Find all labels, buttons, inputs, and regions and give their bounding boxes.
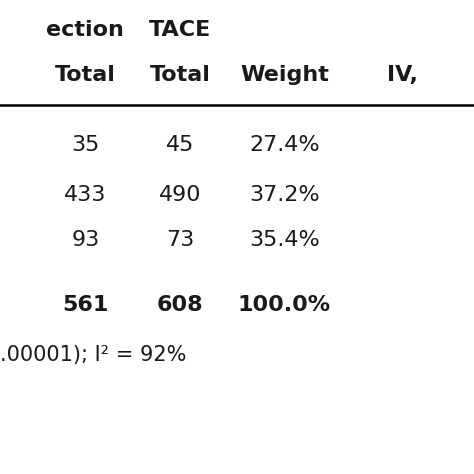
Text: 100.0%: 100.0% [238,295,331,315]
Text: 27.4%: 27.4% [249,135,319,155]
Text: Total: Total [55,65,116,85]
Text: 93: 93 [71,230,100,250]
Text: IV,: IV, [387,65,419,85]
Text: 433: 433 [64,185,107,205]
Text: .00001); I² = 92%: .00001); I² = 92% [0,345,186,365]
Text: H: H [472,20,474,40]
Text: 608: 608 [157,295,203,315]
Text: 37.2%: 37.2% [249,185,319,205]
Text: Weight: Weight [240,65,329,85]
Text: Total: Total [150,65,210,85]
Text: 490: 490 [159,185,201,205]
Text: ection: ection [46,20,124,40]
Text: 561: 561 [62,295,109,315]
Text: 35: 35 [71,135,100,155]
Text: 45: 45 [166,135,194,155]
Text: TACE: TACE [149,20,211,40]
Text: 35.4%: 35.4% [249,230,320,250]
Text: 73: 73 [166,230,194,250]
